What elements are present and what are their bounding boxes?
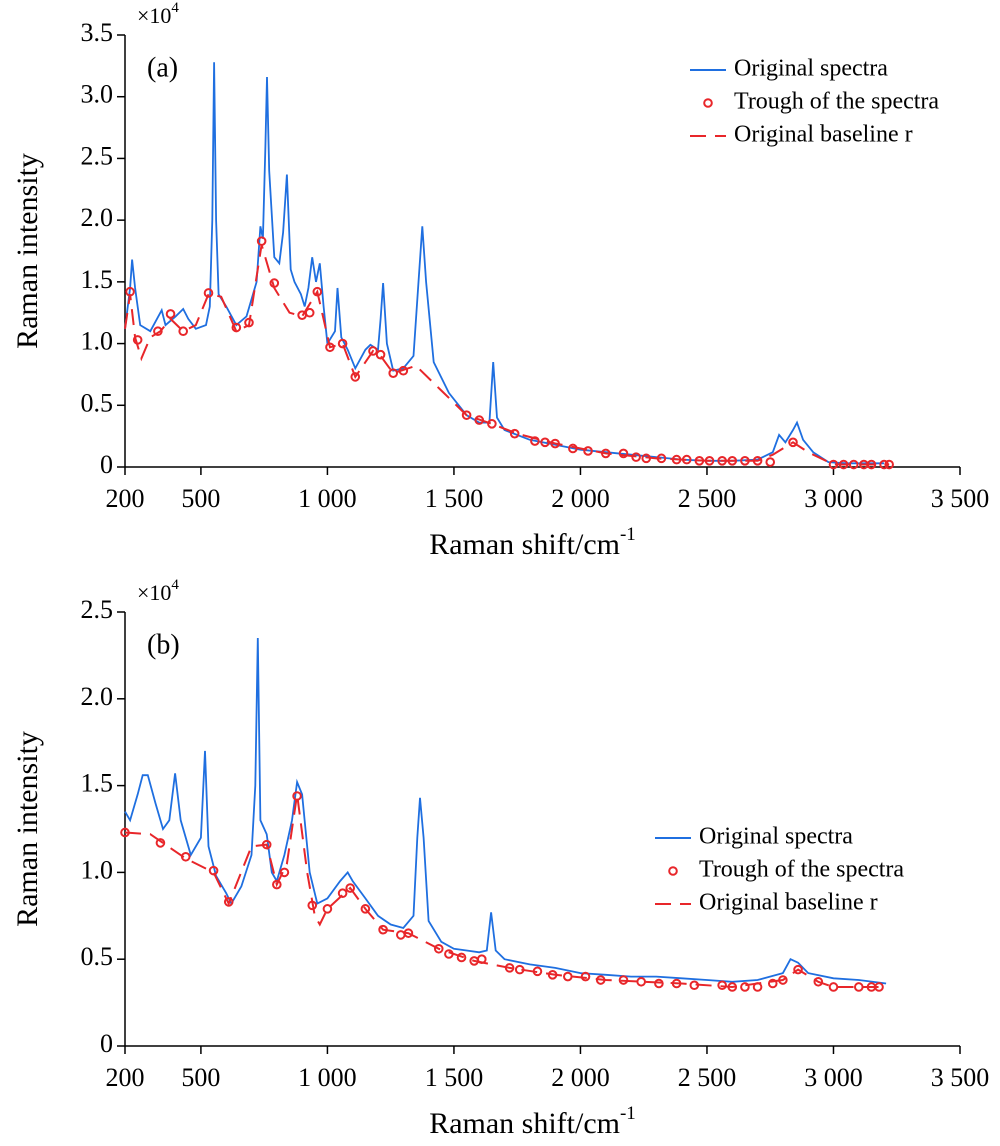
y-tick-label: 3.5: [81, 18, 114, 47]
x-axis-label-sup: -1: [620, 1103, 636, 1124]
x-tick-label: 1 500: [425, 1063, 484, 1092]
trough-marker: [279, 867, 290, 878]
y-tick-label: 0: [100, 1029, 113, 1058]
trough-marker: [788, 437, 798, 448]
legend-label: Trough of the spectra: [699, 857, 904, 883]
spectrum-line: [124, 637, 887, 985]
y-tick-label: 3.0: [81, 80, 114, 109]
multiplier-exponent: 4: [171, 577, 179, 593]
trough-marker: [618, 448, 629, 459]
baseline-line: [124, 244, 890, 466]
x-tick-label: 200: [106, 1063, 145, 1092]
legend-marker: [703, 98, 713, 108]
x-axis-label-main: Raman shift/cm: [429, 1107, 620, 1140]
x-tick-label: 3 500: [931, 484, 990, 513]
y-axis-label: Raman intensity: [11, 731, 44, 927]
legend-label: Original baseline r: [734, 122, 913, 148]
trough-marker: [456, 952, 467, 963]
y-tick-label: 0.5: [81, 388, 114, 417]
trough-marker: [828, 982, 839, 992]
x-axis-label-sup: -1: [620, 524, 636, 545]
multiplier-base: ×10: [137, 3, 171, 28]
trough-marker: [509, 428, 520, 439]
trough-marker: [388, 368, 399, 378]
trough-marker: [155, 838, 166, 848]
trough-marker: [350, 372, 361, 382]
baseline-line: [124, 794, 879, 989]
trough-marker: [793, 964, 803, 975]
legend-marker: [668, 866, 678, 876]
panel: 0 0.5 1.0 1.5 2.0 2.5 200 500 1 000 1 500 2 000 2 5…: [11, 577, 989, 1139]
y-tick-label: 2.5: [81, 141, 114, 170]
x-tick-label: 500: [181, 1063, 220, 1092]
x-tick-label: 2 500: [678, 484, 737, 513]
trough-marker: [461, 410, 472, 420]
x-axis-label-main: Raman shift/cm: [429, 528, 620, 561]
x-axis-label: Raman shift/cm-1: [429, 1103, 636, 1140]
x-tick-label: 1 000: [298, 1063, 357, 1092]
trough-marker: [433, 943, 444, 954]
panel-label: (a): [147, 52, 178, 83]
trough-marker: [304, 307, 315, 318]
trough-marker: [322, 904, 333, 914]
multiplier: ×104: [137, 577, 179, 605]
multiplier: ×104: [137, 0, 179, 28]
x-tick-label: 3 000: [804, 1063, 863, 1092]
trough-marker: [765, 457, 776, 467]
y-tick-label: 1.5: [81, 265, 114, 294]
trough-marker: [487, 419, 497, 429]
y-tick-label: 1.0: [81, 327, 114, 356]
trough-marker: [375, 349, 386, 360]
trough-marker: [583, 446, 593, 456]
y-tick-label: 2.0: [81, 682, 114, 711]
legend-label: Original baseline r: [699, 890, 878, 916]
y-tick-label: 2.0: [81, 203, 114, 232]
y-tick-label: 1.0: [81, 855, 114, 884]
trough-marker: [337, 888, 348, 899]
x-tick-label: 1 000: [298, 484, 357, 513]
y-tick-label: 1.5: [81, 769, 114, 798]
trough-marker: [654, 978, 664, 989]
y-tick-label: 0: [100, 450, 113, 479]
x-tick-label: 200: [106, 484, 145, 513]
trough-marker: [165, 309, 176, 319]
x-tick-label: 500: [181, 484, 220, 513]
x-tick-label: 3 500: [931, 1063, 990, 1092]
x-tick-label: 2 000: [551, 1063, 610, 1092]
x-tick-label: 2 500: [678, 1063, 737, 1092]
trough-marker: [636, 976, 646, 987]
trough-marker: [740, 982, 750, 992]
trough-marker: [153, 326, 163, 337]
legend-label: Trough of the spectra: [734, 89, 939, 115]
panel-label: (b): [147, 629, 180, 660]
legend-label: Original spectra: [699, 824, 853, 850]
y-tick-label: 0.5: [81, 942, 114, 971]
trough-marker: [231, 322, 242, 333]
y-axis-label: Raman intensity: [11, 153, 44, 349]
multiplier-base: ×10: [137, 580, 171, 605]
trough-marker: [178, 326, 188, 337]
panel: 0 0.5 1.0 1.5 2.0 2.5 3.0 3.5 200 500 1 000 1 500 2 …: [11, 0, 989, 560]
x-axis-label: Raman shift/cm-1: [429, 524, 636, 561]
trough-marker: [360, 904, 371, 914]
trough-marker: [631, 452, 641, 462]
x-tick-label: 2 000: [551, 484, 610, 513]
x-tick-label: 3 000: [804, 484, 863, 513]
trough-marker: [368, 346, 378, 356]
trough-marker: [853, 982, 864, 992]
multiplier-exponent: 4: [171, 0, 179, 16]
y-tick-label: 2.5: [81, 595, 114, 624]
x-tick-label: 1 500: [425, 484, 484, 513]
trough-marker: [337, 338, 348, 349]
legend-label: Original spectra: [734, 56, 888, 82]
trough-marker: [717, 980, 727, 991]
trough-marker: [345, 883, 355, 893]
trough-marker: [272, 879, 282, 890]
trough-marker: [563, 971, 573, 982]
trough-marker: [813, 976, 824, 987]
trough-marker: [767, 978, 778, 989]
